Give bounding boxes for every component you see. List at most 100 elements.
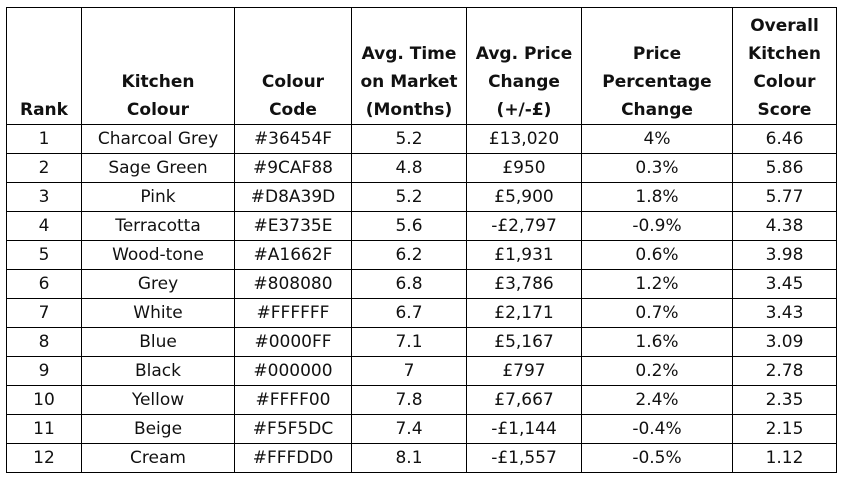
header-overall-score: Overall Kitchen Colour Score [732, 7, 837, 125]
header-score-line: Kitchen [748, 44, 821, 64]
cell-rank: 2 [6, 153, 82, 183]
header-avg-price-change: Avg. Price Change (+/-£) [466, 7, 582, 125]
table-row: 11 Beige #F5F5DC 7.4 -£1,144 -0.4% 2.15 [6, 414, 837, 444]
cell-rank: 9 [6, 356, 82, 386]
cell-code: #A1662F [234, 240, 352, 270]
cell-rank: 6 [6, 269, 82, 299]
table-row: 4 Terracotta #E3735E 5.6 -£2,797 -0.9% 4… [6, 211, 837, 241]
cell-time: 6.7 [351, 298, 467, 328]
cell-rank: 3 [6, 182, 82, 212]
header-rank: Rank [6, 7, 82, 125]
cell-price: £7,667 [466, 385, 582, 415]
cell-pct: 4% [581, 124, 733, 154]
cell-code: #9CAF88 [234, 153, 352, 183]
cell-price: -£2,797 [466, 211, 582, 241]
cell-score: 2.15 [732, 414, 837, 444]
cell-code: #808080 [234, 269, 352, 299]
cell-rank: 12 [6, 443, 82, 473]
table-row: 10 Yellow #FFFF00 7.8 £7,667 2.4% 2.35 [6, 385, 837, 415]
cell-score: 3.09 [732, 327, 837, 357]
cell-code: #D8A39D [234, 182, 352, 212]
cell-rank: 10 [6, 385, 82, 415]
cell-price: £5,167 [466, 327, 582, 357]
cell-score: 3.45 [732, 269, 837, 299]
table-row: 5 Wood-tone #A1662F 6.2 £1,931 0.6% 3.98 [6, 240, 837, 270]
cell-time: 8.1 [351, 443, 467, 473]
header-time-line: on Market [360, 72, 458, 92]
cell-time: 7.1 [351, 327, 467, 357]
cell-rank: 4 [6, 211, 82, 241]
cell-colour: Charcoal Grey [81, 124, 235, 154]
cell-time: 7 [351, 356, 467, 386]
header-colour-line: Kitchen [121, 72, 195, 92]
cell-code: #000000 [234, 356, 352, 386]
cell-colour: Black [81, 356, 235, 386]
cell-score: 1.12 [732, 443, 837, 473]
cell-rank: 11 [6, 414, 82, 444]
cell-pct: 0.7% [581, 298, 733, 328]
header-time-line: (Months) [365, 100, 453, 120]
cell-rank: 8 [6, 327, 82, 357]
header-score-line: Colour [753, 72, 816, 92]
table-row: 3 Pink #D8A39D 5.2 £5,900 1.8% 5.77 [6, 182, 837, 212]
cell-score: 2.35 [732, 385, 837, 415]
cell-price: £1,931 [466, 240, 582, 270]
cell-colour: Pink [81, 182, 235, 212]
cell-time: 5.6 [351, 211, 467, 241]
cell-pct: 0.3% [581, 153, 733, 183]
header-row: Rank Kitchen Colour Colour Code Avg. Tim… [6, 7, 837, 125]
cell-score: 5.86 [732, 153, 837, 183]
cell-code: #0000FF [234, 327, 352, 357]
cell-time: 5.2 [351, 182, 467, 212]
cell-colour: Sage Green [81, 153, 235, 183]
header-price-line: (+/-£) [496, 100, 552, 120]
cell-score: 6.46 [732, 124, 837, 154]
cell-score: 5.77 [732, 182, 837, 212]
header-price-line: Avg. Price [475, 44, 573, 64]
header-pct-line: Change [621, 100, 693, 120]
header-time-line: Avg. Time [361, 44, 457, 64]
cell-rank: 5 [6, 240, 82, 270]
cell-pct: 1.2% [581, 269, 733, 299]
header-score-line: Overall [750, 16, 819, 36]
table-row: 12 Cream #FFFDD0 8.1 -£1,557 -0.5% 1.12 [6, 443, 837, 473]
cell-time: 6.8 [351, 269, 467, 299]
cell-pct: -0.5% [581, 443, 733, 473]
header-colour-line: Colour [126, 100, 190, 120]
cell-code: #36454F [234, 124, 352, 154]
cell-pct: 0.2% [581, 356, 733, 386]
cell-pct: -0.9% [581, 211, 733, 241]
cell-colour: Blue [81, 327, 235, 357]
cell-colour: Grey [81, 269, 235, 299]
cell-score: 3.43 [732, 298, 837, 328]
cell-price: £3,786 [466, 269, 582, 299]
cell-colour: Yellow [81, 385, 235, 415]
cell-code: #FFFF00 [234, 385, 352, 415]
header-code-line: Code [269, 100, 317, 120]
cell-pct: 1.6% [581, 327, 733, 357]
cell-score: 2.78 [732, 356, 837, 386]
header-kitchen-colour: Kitchen Colour [81, 7, 235, 125]
cell-code: #E3735E [234, 211, 352, 241]
header-price-percentage: Price Percentage Change [581, 7, 733, 125]
table-row: 6 Grey #808080 6.8 £3,786 1.2% 3.45 [6, 269, 837, 299]
cell-pct: 1.8% [581, 182, 733, 212]
cell-pct: 0.6% [581, 240, 733, 270]
cell-price: £2,171 [466, 298, 582, 328]
header-price-line: Change [488, 72, 560, 92]
cell-price: -£1,557 [466, 443, 582, 473]
cell-colour: White [81, 298, 235, 328]
cell-price: £797 [466, 356, 582, 386]
cell-code: #F5F5DC [234, 414, 352, 444]
header-code-line: Colour [261, 72, 325, 92]
table-row: 9 Black #000000 7 £797 0.2% 2.78 [6, 356, 837, 386]
cell-colour: Beige [81, 414, 235, 444]
cell-price: £13,020 [466, 124, 582, 154]
cell-price: -£1,144 [466, 414, 582, 444]
cell-colour: Cream [81, 443, 235, 473]
cell-pct: 2.4% [581, 385, 733, 415]
cell-price: £950 [466, 153, 582, 183]
cell-colour: Terracotta [81, 211, 235, 241]
header-score-line: Score [757, 100, 812, 120]
header-avg-time: Avg. Time on Market (Months) [351, 7, 467, 125]
